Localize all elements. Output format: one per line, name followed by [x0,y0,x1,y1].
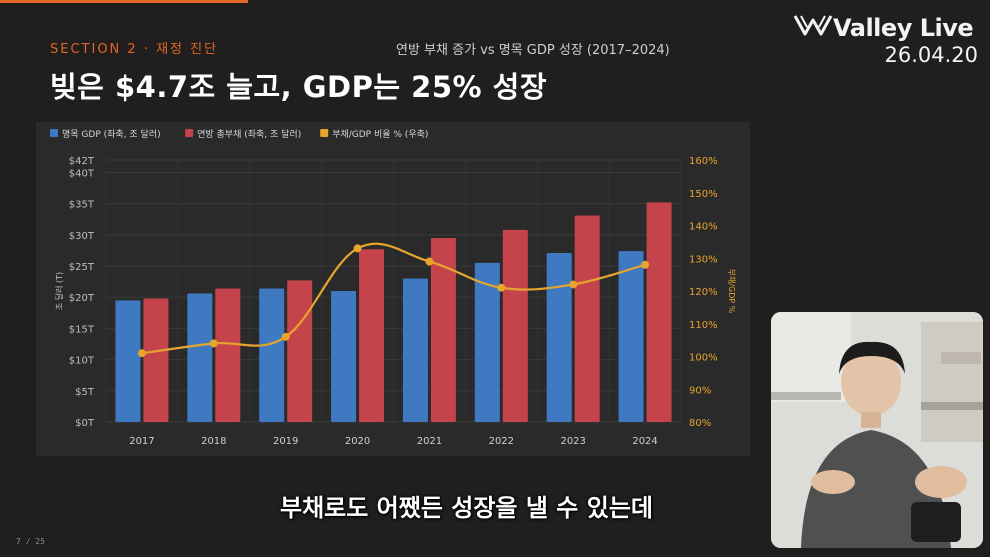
valley-logo-icon [793,15,833,36]
legend-debt-label: 연방 총부채 (좌축, 조 달러) [197,128,301,140]
legend-gdp-swatch [50,129,58,137]
right-axis-tick-label: 120% [689,287,718,298]
right-axis-tick-label: 100% [689,353,718,364]
left-axis-tick-label: $40T [69,168,95,179]
legend-debt-swatch [185,129,194,137]
gdp-bar [187,293,213,422]
debt-gdp-ratio-line [141,242,646,355]
gdp-bar [402,278,428,422]
legend-ratio-label: 부채/GDP 비율 % (우축) [332,129,428,140]
left-axis-tick-label: $30T [69,231,95,242]
x-axis-tick-label: 2017 [129,436,154,447]
debt-bar [287,280,313,422]
x-axis-tick-label: 2024 [632,436,657,447]
gdp-bar [618,251,644,422]
left-axis-tick-label: $35T [69,200,95,211]
right-axis-tick-label: 160% [689,156,718,167]
page-number: 7 / 25 [16,537,45,546]
right-axis-tick-label: 140% [689,222,718,233]
x-axis-tick-label: 2019 [273,436,298,447]
debt-gdp-ratio-point [425,257,434,266]
presenter-video-frame [771,312,983,548]
gdp-bar [259,288,285,422]
right-axis-tick-label: 150% [689,189,718,200]
slide-headline: 빚은 $4.7조 늘고, GDP는 25% 성장 [50,70,548,104]
debt-gdp-ratio-point [281,332,290,341]
debt-gdp-ratio-point [209,339,218,348]
gdp-bar [115,300,141,422]
debt-gdp-ratio-point [353,244,362,253]
left-axis-tick-label: $25T [69,262,95,273]
left-axis-title: 조 달러 (T) [55,272,64,310]
x-axis-tick-label: 2022 [489,436,514,447]
subtitle-caption: 부채로도 어쨌든 성장을 낼 수 있는데 [280,494,653,522]
right-axis-tick-label: 110% [689,320,718,331]
gdp-bar [331,291,357,422]
x-axis-tick-label: 2021 [417,436,442,447]
section-label: SECTION 2 · 재정 진단 [50,42,219,57]
brand-watermark: Valley Live 26.04.20 [793,10,978,70]
debt-bar [430,237,456,422]
legend-gdp-label: 명목 GDP (좌축, 조 달러) [62,128,161,140]
debt-bar [502,229,528,422]
left-axis-tick-label: $42T [69,156,95,167]
left-axis-tick-label: $20T [69,293,95,304]
gdp-bar [546,252,572,422]
right-axis-tick-label: 80% [689,418,711,429]
brand-name: Valley Live [833,14,974,42]
chart-panel: $0T $5T $10T $15T $20T $25T $30T $35T $40T $42T 80… [36,122,750,456]
debt-bar [215,288,241,422]
top-accent-bar [0,0,248,3]
x-axis-tick-label: 2023 [560,436,585,447]
debt-gdp-ratio-point [137,349,146,358]
debt-bar [143,298,169,422]
presenter-webcam [771,312,983,548]
debt-bar [646,202,672,422]
gdp-bar [474,262,500,422]
gdp-debt-chart: $0T $5T $10T $15T $20T $25T $30T $35T $40T$42T 80… [50,128,737,447]
debt-bar [574,215,600,422]
x-axis-tick-label: 2020 [345,436,370,447]
right-axis-tick-label: 90% [689,385,711,396]
left-axis-tick-label: $10T [69,356,95,367]
x-axis-tick-label: 2018 [201,436,226,447]
left-axis-tick-label: $15T [69,324,95,335]
left-axis-tick-label: $0T [75,418,95,429]
debt-gdp-ratio-point [641,260,650,269]
legend-ratio-swatch [320,129,329,137]
debt-gdp-ratio-point [569,280,578,289]
right-axis-title: 부채/GDP % [727,269,737,314]
debt-bar [359,249,385,422]
left-axis-tick-label: $5T [75,387,95,398]
right-axis-tick-label: 130% [689,254,718,265]
broadcast-date: 26.04.20 [884,43,978,67]
debt-gdp-ratio-point [497,283,506,292]
slide-subtitle: 연방 부채 증가 vs 명목 GDP 성장 (2017–2024) [396,43,670,58]
